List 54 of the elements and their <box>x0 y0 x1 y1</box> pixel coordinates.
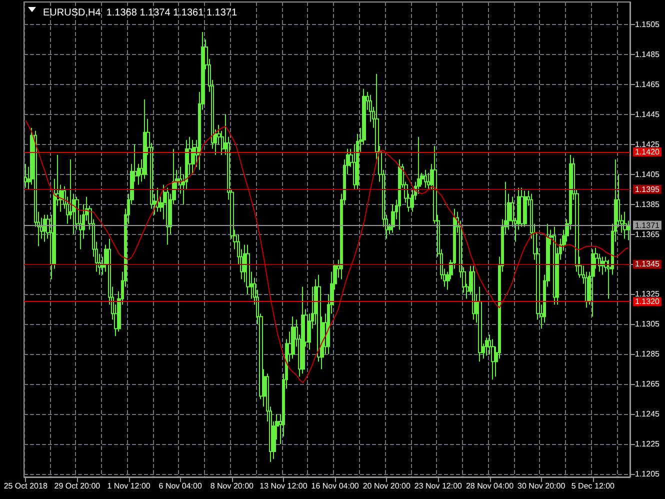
x-tick-label: 13 Nov 12:00 <box>260 482 308 490</box>
candlestick <box>143 98 147 180</box>
x-tick-label: 25 Oct 2018 <box>4 482 48 490</box>
x-tick-label: 1 Nov 12:00 <box>107 482 151 490</box>
y-tick-label: 1.1265 <box>635 380 660 389</box>
y-tick-label: 1.1465 <box>635 80 660 89</box>
x-tick-label: 23 Nov 12:00 <box>414 482 463 490</box>
candlestick <box>192 139 195 175</box>
candlestick <box>520 187 524 228</box>
y-tick-label: 1.1485 <box>635 50 660 59</box>
x-tick-label: 5 Dec 12:00 <box>571 482 616 490</box>
candlestick <box>553 226 556 306</box>
candlestick <box>623 211 627 240</box>
y-tick-label: 1.1285 <box>635 350 660 359</box>
y-tick-label: 1.1425 <box>635 140 660 149</box>
candlestick <box>524 190 527 228</box>
ref-line-label: 1.1420 <box>635 147 660 156</box>
candlestick <box>391 204 395 234</box>
y-tick-label: 1.1345 <box>635 260 660 269</box>
candlestick <box>478 286 482 362</box>
y-tick-label: 1.1225 <box>635 440 660 449</box>
y-tick-label: 1.1405 <box>635 170 660 179</box>
x-tick-label: 6 Nov 04:00 <box>158 482 202 490</box>
y-tick-label: 1.1365 <box>635 230 660 239</box>
candlestick <box>156 187 159 212</box>
ref-line-label: 1.1320 <box>635 297 660 306</box>
ref-line-label: 1.1395 <box>635 184 660 194</box>
x-tick-label: 28 Nov 04:00 <box>466 482 514 490</box>
x-tick-label: 30 Nov 20:00 <box>518 482 566 490</box>
candlestick <box>301 286 305 374</box>
x-tick-label: 8 Nov 20:00 <box>210 482 254 490</box>
y-tick-label: 1.1245 <box>635 410 660 419</box>
x-tick-label: 20 Nov 20:00 <box>362 482 411 490</box>
candlestick <box>424 169 427 188</box>
candlestick <box>491 338 495 380</box>
candlestick <box>246 244 250 295</box>
y-tick-label: 1.1305 <box>635 320 660 329</box>
candlestick <box>485 337 488 356</box>
y-tick-label: 1.1505 <box>635 20 660 29</box>
line-series <box>25 120 629 384</box>
ref-line-label: 1.1371 <box>635 220 660 230</box>
candlestick <box>591 248 595 318</box>
x-tick-label: 16 Nov 04:00 <box>311 482 360 490</box>
candlestick <box>601 256 604 276</box>
y-tick-label: 1.1385 <box>635 200 660 209</box>
candlestick <box>291 316 295 360</box>
candlestick <box>166 187 169 246</box>
text: EURUSD,H4 1.1368 1.1374 1.1361 1.1371 <box>43 8 238 18</box>
x-tick-label: 29 Oct 20:00 <box>54 482 101 490</box>
y-tick-label: 1.1325 <box>635 290 660 299</box>
candlestick <box>472 265 475 320</box>
y-tick-label: 1.1205 <box>635 470 660 479</box>
y-tick-label: 1.1445 <box>635 110 660 119</box>
candlestick <box>398 158 401 230</box>
